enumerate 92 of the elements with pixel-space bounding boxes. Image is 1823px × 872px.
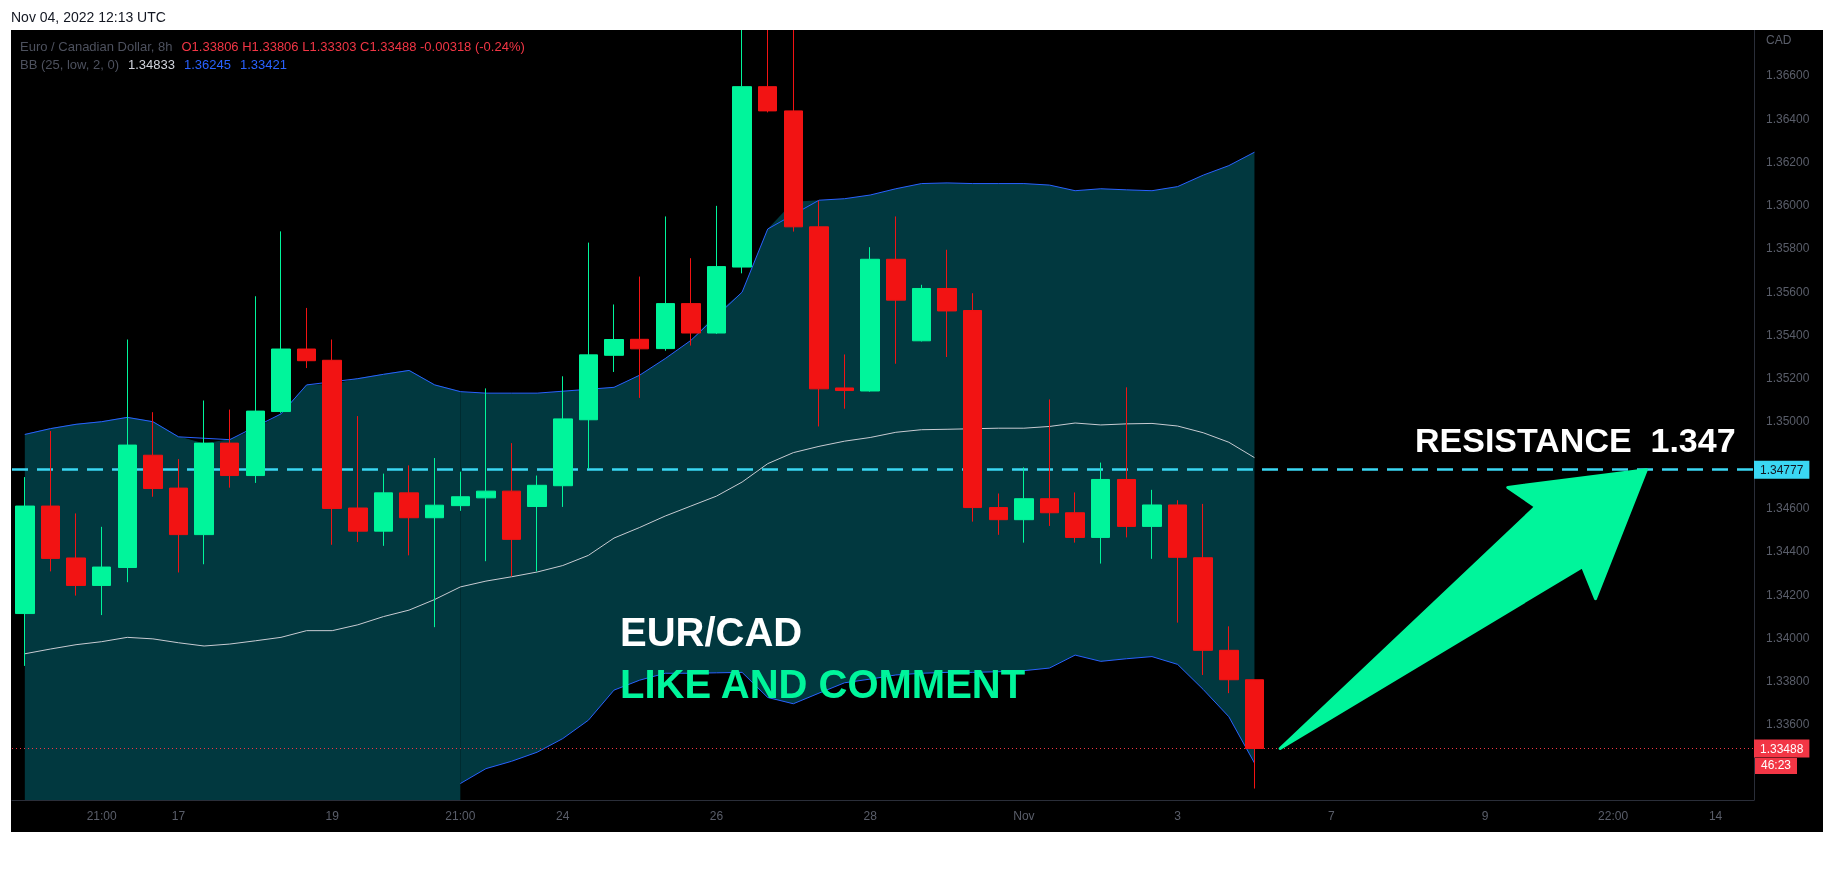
y-tick-label: 1.35800 <box>1766 241 1810 256</box>
candlestick <box>15 476 35 667</box>
candlestick <box>681 257 701 347</box>
y-tick-label: 1.34000 <box>1766 630 1810 645</box>
candlestick <box>66 512 86 597</box>
x-tick-label: 21:00 <box>445 809 476 823</box>
candlestick <box>579 242 598 470</box>
candlestick <box>1219 625 1239 694</box>
x-tick-label: 24 <box>556 809 570 823</box>
candlestick <box>912 284 931 342</box>
candlestick <box>989 493 1008 536</box>
candlestick <box>784 30 803 233</box>
candlestick <box>553 375 573 508</box>
line-series <box>24 422 1255 655</box>
candlestick <box>220 409 239 489</box>
candlestick <box>118 339 137 583</box>
x-tick-label: 28 <box>863 809 878 823</box>
candlestick <box>860 246 880 393</box>
text: BB (25, low, 2, 0) <box>20 56 119 74</box>
x-tick-label: 14 <box>1708 809 1723 823</box>
annotation: 1.36245 <box>184 56 231 74</box>
annotation: RESISTANCE 1.347 <box>1415 420 1736 459</box>
text: Nov 04, 2022 12:13 UTC <box>11 9 166 25</box>
candlestick <box>707 205 726 335</box>
x-tick-label: 17 <box>171 809 186 823</box>
candlestick <box>886 215 906 365</box>
candlestick <box>476 387 496 562</box>
x-tick-label: 7 <box>1327 809 1335 823</box>
candlestick <box>937 249 957 358</box>
x-tick-label: 26 <box>709 809 724 823</box>
ref-line-label: 1.34777 <box>1760 462 1804 477</box>
candlestick <box>835 353 854 410</box>
x-tick-label: 9 <box>1481 809 1489 823</box>
y-tick-label: 1.36200 <box>1766 154 1810 169</box>
candlestick <box>630 276 649 399</box>
candlestick <box>194 400 214 565</box>
y-tick-label: 1.34400 <box>1766 544 1810 559</box>
x-tick-label: Nov <box>1013 809 1035 823</box>
x-tick-label: 3 <box>1174 809 1182 823</box>
y-tick-label: 1.35200 <box>1766 371 1810 386</box>
y-tick-label: 1.36400 <box>1766 111 1810 126</box>
y-tick-label: 1.35400 <box>1766 327 1810 342</box>
y-tick-label: 1.35600 <box>1766 284 1810 299</box>
candlestick <box>963 292 982 523</box>
candlestick <box>1142 489 1162 560</box>
candlestick <box>92 526 111 616</box>
candlestick <box>1065 491 1085 544</box>
candlestick <box>246 295 265 484</box>
candlestick <box>656 215 675 352</box>
text: 46:23 <box>1755 757 1798 774</box>
annotation: 1.34833 <box>128 56 175 74</box>
candlestick <box>1193 503 1213 676</box>
x-tick-label: 21:00 <box>86 809 117 823</box>
candlestick <box>527 475 547 572</box>
candlestick <box>732 30 752 274</box>
candlestick <box>1117 386 1136 538</box>
candlestick <box>1091 462 1110 565</box>
ref-line-label: 1.33488 <box>1760 741 1804 756</box>
annotation: EUR/CAD <box>620 610 803 654</box>
line-series <box>24 151 1255 441</box>
candlestick <box>451 471 470 512</box>
candlestick <box>604 303 624 373</box>
y-axis-title: CAD <box>1766 33 1792 47</box>
candlestick <box>502 442 521 577</box>
candlestick <box>1014 466 1034 544</box>
y-tick-label: 1.34600 <box>1766 501 1810 516</box>
text: Euro / Canadian Dollar, 8h <box>20 38 173 56</box>
y-tick-label: 1.35000 <box>1766 414 1810 429</box>
y-tick-label: 1.33600 <box>1766 717 1810 732</box>
y-tick-label: 1.34200 <box>1766 587 1810 602</box>
candlestick <box>809 200 829 427</box>
x-tick-label: 22:00 <box>1598 809 1629 823</box>
y-tick-label: 1.36000 <box>1766 198 1810 213</box>
y-tick-label: 1.36600 <box>1766 68 1810 83</box>
y-tick-label: 1.33800 <box>1766 674 1810 689</box>
annotation: 1.33421 <box>240 56 287 74</box>
candlestick <box>169 458 188 573</box>
candlestick <box>374 473 393 547</box>
candlestick <box>271 230 291 414</box>
candlestick <box>758 30 777 113</box>
candlestick <box>348 415 368 543</box>
candlestick <box>1245 679 1264 790</box>
candlestick <box>1168 499 1187 624</box>
candlestick <box>1040 398 1059 527</box>
candlestick <box>143 411 163 498</box>
annotation: O1.33806 H1.33806 L1.33303 C1.33488 -0.00318 (-0.24%) <box>181 38 525 56</box>
x-tick-label: 19 <box>325 809 340 823</box>
candlestick <box>41 430 60 572</box>
candlestick <box>399 464 419 556</box>
candlestick <box>322 339 342 546</box>
candlestick <box>297 307 316 369</box>
candlestick <box>425 457 444 628</box>
